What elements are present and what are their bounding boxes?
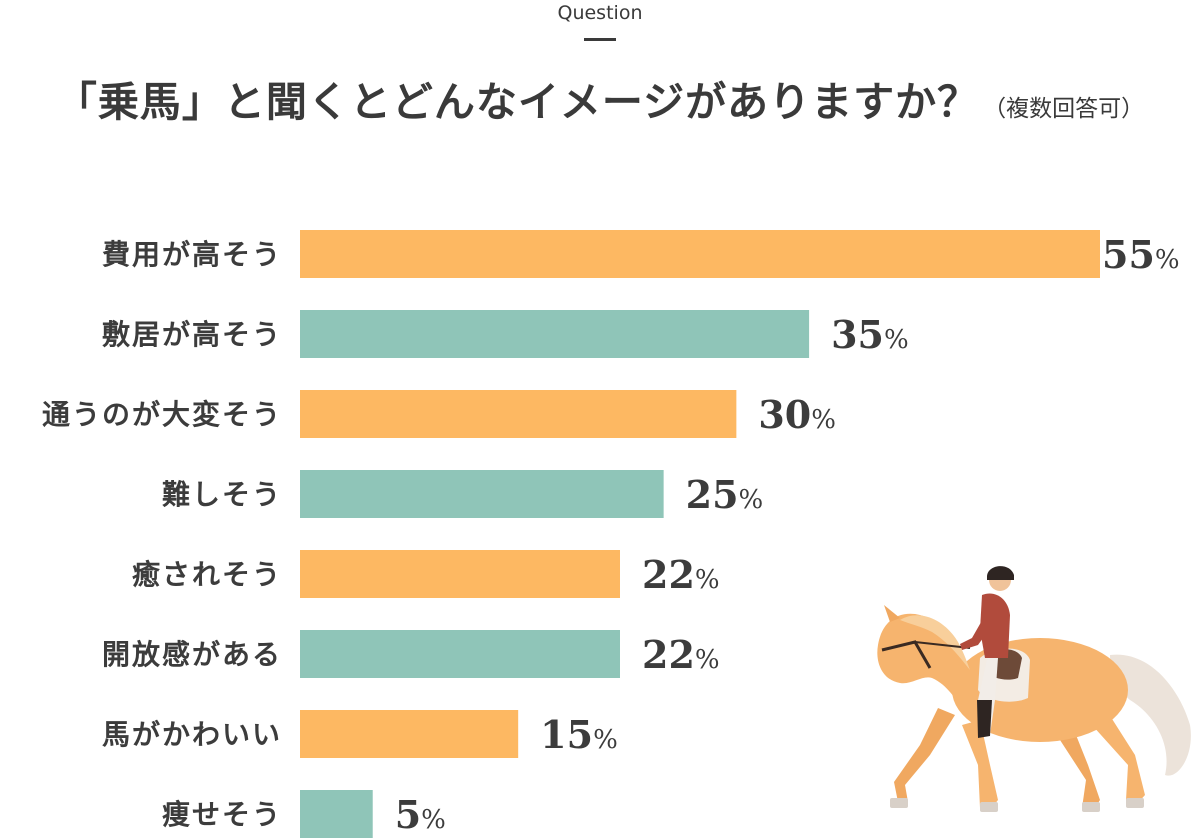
value-label: 35% — [831, 312, 909, 357]
bar-7 — [300, 710, 519, 758]
bar-1 — [300, 230, 1100, 278]
value-unit: % — [695, 565, 720, 595]
bar-6 — [300, 630, 620, 678]
value-number: 30 — [758, 392, 811, 437]
category-label: 敷居が高そう — [102, 318, 282, 351]
bar-5 — [300, 550, 620, 598]
rider-torso — [980, 593, 1010, 658]
question-kicker: Question — [557, 2, 643, 24]
value-label: 5% — [395, 792, 446, 837]
value-label: 22% — [642, 552, 720, 597]
value-unit: % — [884, 325, 909, 355]
category-label: 痩せそう — [162, 798, 282, 831]
chart-title: 「乗馬」と聞くとどんなイメージがありますか？ （複数回答可） — [0, 68, 1200, 128]
value-label: 25% — [686, 472, 764, 517]
bar-8 — [300, 790, 373, 838]
value-number: 15 — [540, 712, 593, 757]
category-label: 開放感がある — [102, 638, 282, 671]
category-label: 通うのが大変そう — [42, 398, 282, 431]
horse-back-leg-2 — [1092, 700, 1145, 806]
horse-mane — [900, 615, 970, 670]
value-unit: % — [739, 485, 764, 515]
value-number: 25 — [686, 472, 739, 517]
bars-group: 費用が高そう 55% 敷居が高そう 35% 通うのが大変そう 30% 難しそう 25% 癒されそ… — [42, 230, 1180, 838]
bar-3 — [300, 390, 737, 438]
value-unit: % — [811, 405, 836, 435]
horse-front-leg — [894, 708, 955, 802]
rider-helmet — [987, 566, 1014, 580]
value-label: 30% — [758, 392, 836, 437]
value-label: 15% — [540, 712, 618, 757]
value-unit: % — [1155, 245, 1180, 275]
category-label: 難しそう — [162, 478, 282, 511]
horse-rider-icon — [877, 566, 1191, 812]
value-number: 22 — [642, 632, 695, 677]
value-unit: % — [421, 805, 446, 835]
horse-tail — [1110, 654, 1191, 776]
category-label: 馬がかわいい — [102, 718, 282, 751]
category-label: 癒されそう — [132, 558, 282, 591]
title-note: （複数回答可） — [983, 96, 1145, 122]
value-unit: % — [593, 725, 618, 755]
category-label: 費用が高そう — [102, 238, 282, 271]
title-main: 「乗馬」と聞くとどんなイメージがありますか？ — [55, 78, 980, 126]
value-label: 22% — [642, 632, 720, 677]
value-number: 5 — [395, 792, 421, 837]
value-label: 55% — [1102, 232, 1180, 277]
horse-back-leg — [1060, 720, 1100, 812]
value-number: 22 — [642, 552, 695, 597]
bar-2 — [300, 310, 810, 358]
value-unit: % — [695, 645, 720, 675]
kicker-underline — [584, 38, 616, 41]
bar-4 — [300, 470, 664, 518]
value-number: 55 — [1102, 232, 1155, 277]
horse-front-leg-2 — [962, 720, 998, 812]
value-number: 35 — [831, 312, 884, 357]
